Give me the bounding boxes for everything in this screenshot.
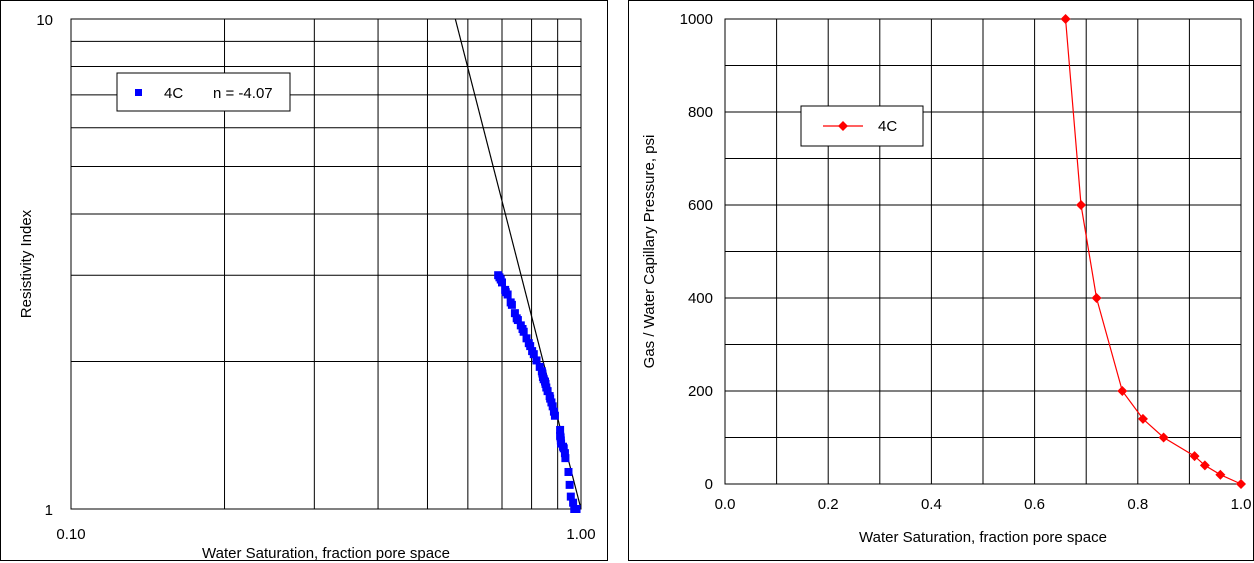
x-tick-label: 1.00 bbox=[566, 526, 595, 543]
data-point bbox=[569, 498, 578, 507]
legend-marker bbox=[838, 121, 848, 131]
data-point bbox=[566, 492, 575, 501]
data-point bbox=[1236, 479, 1246, 489]
x-tick-label: 0.4 bbox=[921, 496, 942, 513]
data-point bbox=[513, 316, 522, 325]
data-point bbox=[1060, 14, 1071, 24]
data-point bbox=[560, 449, 569, 458]
data-point bbox=[1137, 413, 1148, 424]
x-tick-label: 0.0 bbox=[715, 496, 736, 513]
capillary-pressure-chart: 0.0 0.2 0.4 0.6 0.8 1.0 0 200 400 600 800 1000 Water… bbox=[641, 11, 1252, 546]
x-tick-label: 0.8 bbox=[1127, 496, 1148, 513]
data-point bbox=[1158, 432, 1169, 443]
legend-label: 4C bbox=[878, 118, 897, 135]
data-point bbox=[543, 387, 552, 396]
legend-box bbox=[116, 72, 291, 112]
data-point bbox=[564, 467, 573, 476]
data-point bbox=[565, 480, 574, 489]
data-point bbox=[503, 290, 512, 299]
y-tick-label: 200 bbox=[688, 383, 713, 400]
data-point bbox=[556, 425, 565, 434]
data-point bbox=[1189, 451, 1200, 462]
data-point bbox=[510, 309, 519, 318]
legend-marker bbox=[135, 89, 142, 96]
data-point bbox=[1076, 200, 1087, 210]
data-point bbox=[559, 444, 568, 453]
legend-n-value: n = -4.07 bbox=[213, 85, 273, 102]
data-point bbox=[507, 300, 516, 309]
x-tick-label: 0.6 bbox=[1024, 496, 1045, 513]
data-point bbox=[526, 342, 535, 351]
data-point bbox=[1091, 293, 1102, 303]
x-axis-title: Water Saturation, fraction pore space bbox=[202, 545, 450, 562]
data-point bbox=[529, 350, 538, 359]
data-point bbox=[1199, 460, 1210, 471]
data-point bbox=[535, 362, 544, 371]
y-tick-label: 1000 bbox=[680, 11, 713, 28]
data-point bbox=[572, 505, 581, 513]
resistivity-chart: 0.10 1.00 10 1 Water Saturation, fraction po… bbox=[18, 12, 596, 562]
data-point bbox=[519, 327, 528, 336]
data-point bbox=[561, 454, 570, 463]
data-point bbox=[548, 402, 557, 411]
y-tick-label: 800 bbox=[688, 104, 713, 121]
x-tick-label: 0.10 bbox=[56, 526, 85, 543]
y-tick-label: 600 bbox=[688, 197, 713, 214]
x-tick-label: 1.0 bbox=[1231, 496, 1252, 513]
data-point bbox=[1117, 386, 1128, 396]
resistivity-chart-panel: 0.10 1.00 10 1 Water Saturation, fraction po… bbox=[0, 0, 608, 562]
y-tick-label: 400 bbox=[688, 290, 713, 307]
y-axis-title: Gas / Water Capillary Pressure, psi bbox=[641, 135, 658, 369]
data-point bbox=[550, 411, 559, 420]
legend-label: 4C bbox=[164, 85, 183, 102]
data-point bbox=[498, 278, 506, 287]
x-axis-title: Water Saturation, fraction pore space bbox=[859, 529, 1107, 546]
y-tick-label: 0 bbox=[705, 476, 713, 493]
data-point bbox=[549, 407, 558, 416]
capillary-pressure-chart-panel: 0.0 0.2 0.4 0.6 0.8 1.0 0 200 400 600 800 1000 Water… bbox=[628, 0, 1254, 561]
data-point bbox=[1215, 469, 1226, 480]
y-tick-label: 10 bbox=[36, 12, 53, 29]
y-axis-title: Resistivity Index bbox=[18, 209, 35, 318]
data-point bbox=[522, 334, 531, 343]
data-point bbox=[532, 356, 541, 365]
series-line bbox=[1064, 18, 1242, 485]
x-tick-label: 0.2 bbox=[818, 496, 839, 513]
y-tick-label: 1 bbox=[45, 502, 53, 519]
